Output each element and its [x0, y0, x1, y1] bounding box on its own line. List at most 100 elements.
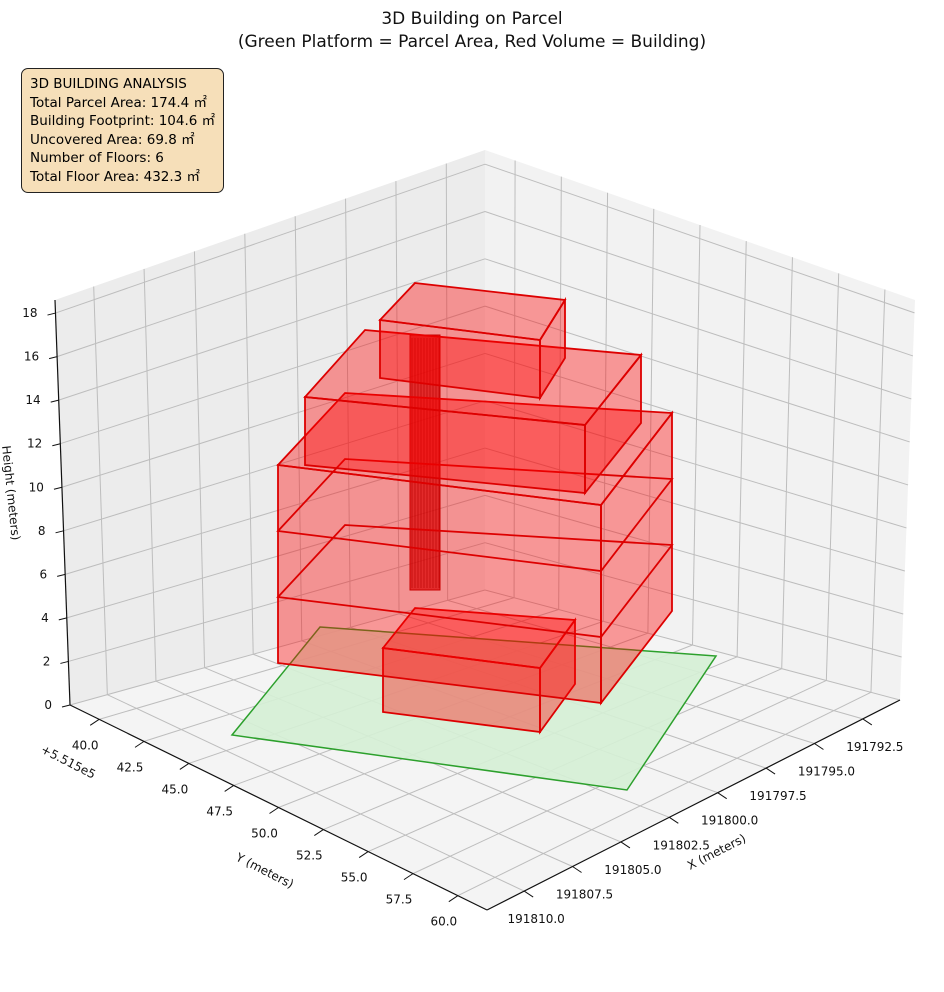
y-gridline [825, 273, 840, 681]
z-tick-label: 16 [24, 350, 39, 364]
x-gridline [155, 680, 573, 867]
y-tick [358, 851, 369, 858]
z-axis-label: Height (meters) [0, 445, 23, 541]
z-tick-label: 2 [43, 654, 51, 668]
parcel-platform [230, 626, 718, 791]
x-tick-label: 191810.0 [508, 912, 565, 926]
y-axis-line [69, 704, 488, 911]
y-tick-label: 60.0 [430, 915, 457, 929]
building-lower-front [277, 463, 602, 705]
z-axis-line [54, 299, 71, 706]
y-tick [269, 807, 279, 814]
y-tick-label: 45.0 [161, 782, 188, 796]
x-gridline [107, 694, 525, 892]
building-middle-top [303, 329, 643, 426]
x-tick [862, 718, 873, 726]
chart-title: 3D Building on Parcel [381, 9, 563, 29]
y-tick [179, 763, 190, 770]
z-tick [47, 312, 56, 316]
x-gridline [395, 181, 400, 614]
y-gridline [692, 224, 701, 646]
y-tick [314, 829, 324, 836]
y-tick [134, 740, 145, 748]
z-gridline [58, 258, 486, 401]
z-tick-label: 4 [41, 611, 49, 625]
building-top-top [378, 282, 567, 341]
info-line: Uncovered Area: 69.8 ㎡ [30, 131, 195, 148]
chart-subtitle: (Green Platform = Parcel Area, Red Volum… [237, 32, 707, 52]
z-tick [55, 530, 64, 534]
y-tick-label: 57.5 [386, 893, 413, 907]
x-tick [814, 743, 824, 750]
building-lower-top [276, 392, 674, 506]
x-tick [523, 890, 534, 898]
z-tick [57, 573, 66, 577]
x-tick-label: 191797.5 [749, 789, 806, 803]
info-line: Total Floor Area: 432.3 ㎡ [30, 168, 201, 185]
x-tick [669, 816, 679, 824]
y-gridline [870, 289, 886, 693]
z-gridline [60, 305, 486, 445]
z-tick-label: 18 [22, 306, 37, 320]
x-gridline [93, 286, 108, 695]
z-gridline [56, 211, 486, 358]
left-pane [55, 150, 485, 705]
y-tick-label: 47.5 [206, 804, 233, 818]
x-tick [572, 866, 582, 873]
y-tick-label: 52.5 [296, 849, 323, 863]
floor-line [276, 524, 674, 638]
y-tick [89, 718, 100, 726]
y-gridline [647, 208, 655, 634]
building-base-top [381, 607, 577, 669]
y-tick-label: 50.0 [251, 827, 278, 841]
x-tick-label: 191792.5 [846, 740, 903, 754]
x-gridline [244, 233, 254, 655]
z-tick-label: 10 [29, 480, 44, 494]
info-line: Building Footprint: 104.6 ㎡ [30, 113, 216, 129]
x-tick-label: 191800.0 [701, 814, 758, 828]
y-gridline [781, 257, 793, 669]
x-tick [717, 792, 727, 800]
x-tick-label: 191807.5 [556, 888, 613, 902]
info-heading: 3D BUILDING ANALYSIS [30, 76, 187, 92]
x-tick-label: 191795.0 [798, 765, 855, 779]
y-tick-label: 55.0 [341, 871, 368, 885]
z-tick-label: 12 [27, 437, 42, 451]
x-gridline [294, 216, 303, 641]
z-tick-label: 6 [40, 567, 48, 581]
x-gridline [143, 268, 157, 682]
z-tick [48, 356, 58, 360]
y-tick-label: 42.5 [117, 760, 144, 774]
y-gridline [457, 691, 872, 897]
z-tick-label: 14 [25, 393, 40, 407]
y-gridline [513, 160, 516, 598]
y-gridline [602, 192, 609, 622]
z-tick [58, 617, 67, 621]
z-tick-label: 0 [44, 698, 52, 712]
y-tick [403, 873, 414, 881]
z-tick [50, 399, 59, 403]
y-axis-label: Y (meters) [233, 850, 296, 891]
right-pane [485, 150, 915, 700]
z-tick [60, 660, 69, 664]
info-box: 3D BUILDING ANALYSIS Total Parcel Area: … [21, 68, 225, 193]
y-tick [448, 895, 459, 903]
x-tick [620, 841, 631, 849]
y-gridline [736, 241, 747, 657]
info-line: Number of Floors: 6 [30, 150, 164, 166]
x-gridline [345, 198, 351, 628]
x-gridline [445, 163, 449, 601]
z-tick [53, 486, 63, 490]
info-line: Total Parcel Area: 174.4 ㎡ [30, 94, 207, 111]
y-tick [224, 785, 234, 792]
x-axis-line [486, 699, 901, 911]
z-gridline [55, 163, 486, 314]
x-tick-label: 191802.5 [653, 838, 710, 852]
x-gridline [193, 251, 206, 668]
x-tick [765, 767, 776, 775]
y-tick-label: 40.0 [72, 738, 99, 752]
z-tick-label: 8 [38, 524, 46, 538]
z-tick [52, 443, 61, 447]
